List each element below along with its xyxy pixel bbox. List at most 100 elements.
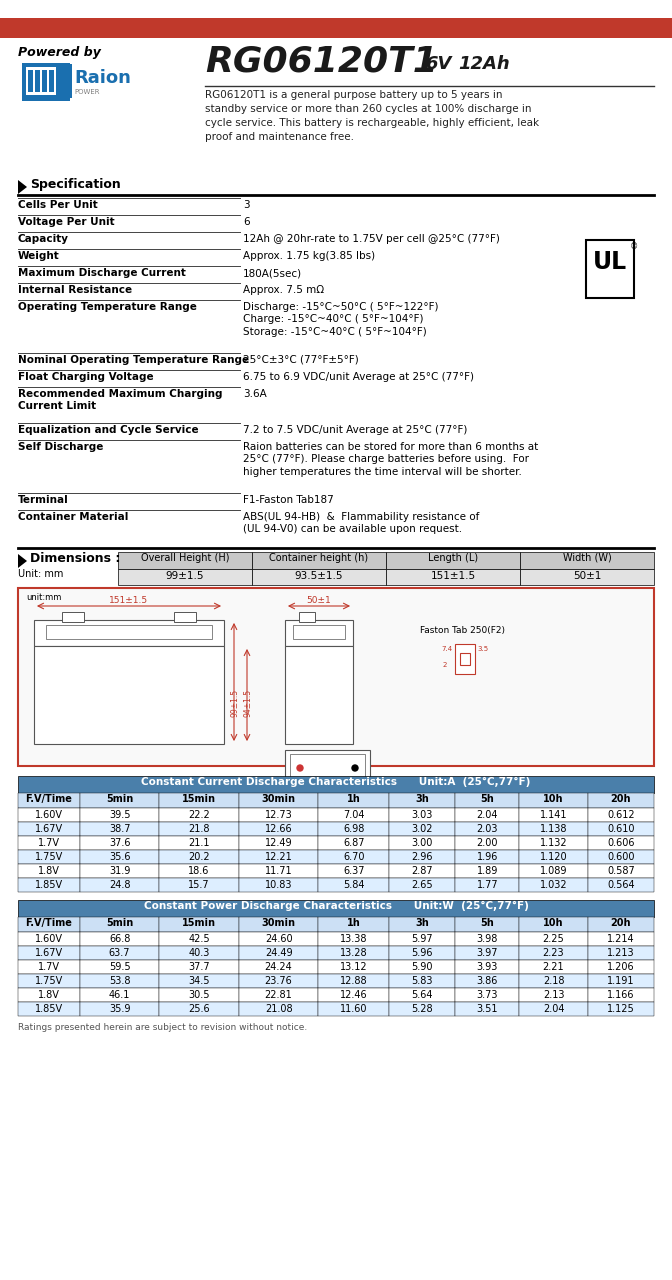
Text: 1.206: 1.206 <box>607 961 634 972</box>
Text: 151±1.5: 151±1.5 <box>431 571 476 581</box>
Text: 7.04: 7.04 <box>343 809 364 819</box>
Text: 3: 3 <box>243 200 249 210</box>
Text: 1.214: 1.214 <box>607 933 634 943</box>
Bar <box>18 946 80 960</box>
Bar <box>80 864 159 878</box>
Bar <box>18 988 80 1002</box>
Text: 42.5: 42.5 <box>188 933 210 943</box>
Text: Maximum Discharge Current: Maximum Discharge Current <box>18 268 186 278</box>
Text: Capacity: Capacity <box>18 234 69 244</box>
Text: 6.75 to 6.9 VDC/unit Average at 25°C (77°F): 6.75 to 6.9 VDC/unit Average at 25°C (77… <box>243 372 474 381</box>
Text: 12Ah: 12Ah <box>458 55 510 73</box>
Text: 35.6: 35.6 <box>109 851 130 861</box>
Bar <box>455 836 519 850</box>
Text: ABS(UL 94-HB)  &  Flammability resistance of
(UL 94-V0) can be available upon re: ABS(UL 94-HB) & Flammability resistance … <box>243 512 479 535</box>
Text: 2.23: 2.23 <box>543 947 564 957</box>
Text: 6.87: 6.87 <box>343 837 364 847</box>
Bar <box>80 878 159 892</box>
Text: 1h: 1h <box>347 794 361 804</box>
Text: 15min: 15min <box>182 794 216 804</box>
Text: 5.83: 5.83 <box>411 975 433 986</box>
Bar <box>80 960 159 974</box>
Text: 3.02: 3.02 <box>411 823 433 833</box>
Text: 39.5: 39.5 <box>109 809 130 819</box>
Text: 1h: 1h <box>347 918 361 928</box>
Text: 10h: 10h <box>543 794 564 804</box>
Text: 3.86: 3.86 <box>476 975 498 986</box>
Bar <box>519 1002 588 1016</box>
Text: 3.51: 3.51 <box>476 1004 498 1014</box>
Text: Approx. 7.5 mΩ: Approx. 7.5 mΩ <box>243 285 324 294</box>
Bar <box>319 974 389 988</box>
Bar <box>159 850 239 864</box>
Bar <box>26 67 66 95</box>
Text: unit:mm: unit:mm <box>26 593 61 602</box>
Text: 63.7: 63.7 <box>109 947 130 957</box>
Text: 2: 2 <box>443 662 448 668</box>
Text: 3h: 3h <box>415 794 429 804</box>
Text: 21.1: 21.1 <box>188 837 210 847</box>
Bar <box>285 750 370 786</box>
Text: 21.08: 21.08 <box>265 1004 292 1014</box>
Text: 2.21: 2.21 <box>543 961 564 972</box>
Text: 99±1.5: 99±1.5 <box>230 689 239 717</box>
Bar <box>174 612 196 622</box>
Text: 6: 6 <box>243 218 249 227</box>
Text: 6.70: 6.70 <box>343 851 364 861</box>
Bar <box>239 822 319 836</box>
Text: 30min: 30min <box>261 794 296 804</box>
Text: 22.81: 22.81 <box>265 989 292 1000</box>
Text: Terminal: Terminal <box>18 495 69 506</box>
Bar <box>239 1002 319 1016</box>
Text: Recommended Maximum Charging
Current Limit: Recommended Maximum Charging Current Lim… <box>18 389 222 411</box>
Text: 6.98: 6.98 <box>343 823 364 833</box>
Text: 1.120: 1.120 <box>540 851 567 861</box>
Text: 3.6A: 3.6A <box>243 389 267 399</box>
Text: 11.60: 11.60 <box>340 1004 368 1014</box>
Bar <box>519 836 588 850</box>
Text: 93.5±1.5: 93.5±1.5 <box>295 571 343 581</box>
Bar <box>239 974 319 988</box>
Text: Discharge: -15°C~50°C ( 5°F~122°F)
Charge: -15°C~40°C ( 5°F~104°F)
Storage: -15°: Discharge: -15°C~50°C ( 5°F~122°F) Charg… <box>243 302 439 337</box>
Bar <box>519 932 588 946</box>
Text: 1.8V: 1.8V <box>38 865 60 876</box>
Bar <box>389 932 455 946</box>
Bar <box>239 916 319 932</box>
Bar <box>319 1002 389 1016</box>
Bar <box>0 18 672 38</box>
Bar <box>319 794 389 808</box>
Bar <box>239 946 319 960</box>
Bar <box>519 850 588 864</box>
Bar <box>389 836 455 850</box>
Text: 1.67V: 1.67V <box>35 823 63 833</box>
Bar <box>159 988 239 1002</box>
Text: 0.600: 0.600 <box>607 851 634 861</box>
Bar <box>455 1002 519 1016</box>
Bar <box>18 960 80 974</box>
Text: 24.8: 24.8 <box>109 879 130 890</box>
Text: Cells Per Unit: Cells Per Unit <box>18 200 97 210</box>
Bar <box>519 916 588 932</box>
Bar <box>319 822 389 836</box>
Text: 3.00: 3.00 <box>411 837 433 847</box>
Bar <box>319 988 389 1002</box>
Bar <box>588 808 654 822</box>
Bar <box>239 960 319 974</box>
Text: 24.49: 24.49 <box>265 947 292 957</box>
Text: 12Ah @ 20hr-rate to 1.75V per cell @25°C (77°F): 12Ah @ 20hr-rate to 1.75V per cell @25°C… <box>243 234 500 244</box>
Bar <box>118 552 252 570</box>
Text: 1.75V: 1.75V <box>35 851 63 861</box>
Text: 1.032: 1.032 <box>540 879 567 890</box>
Bar <box>319 878 389 892</box>
Text: 1.7V: 1.7V <box>38 837 60 847</box>
Bar <box>588 960 654 974</box>
Text: 2.00: 2.00 <box>476 837 498 847</box>
Bar <box>519 878 588 892</box>
Text: 50±1: 50±1 <box>573 571 601 581</box>
Text: 2.03: 2.03 <box>476 823 498 833</box>
Bar <box>389 864 455 878</box>
Bar <box>18 878 80 892</box>
Text: 5h: 5h <box>480 794 494 804</box>
Bar <box>80 808 159 822</box>
Text: 6V: 6V <box>425 55 452 73</box>
